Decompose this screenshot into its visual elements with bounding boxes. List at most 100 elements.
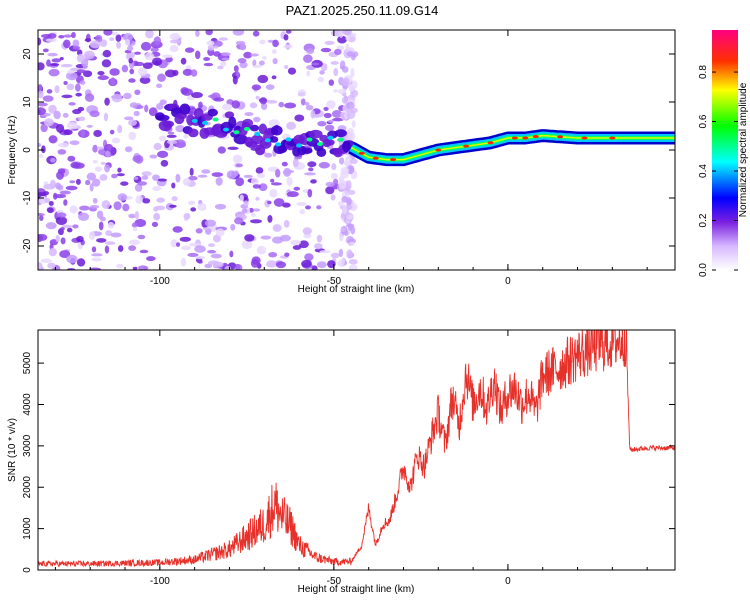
noise-blob <box>325 181 335 187</box>
noise-blob <box>167 131 175 135</box>
noise-blob <box>217 146 226 154</box>
colorbar-tick-label: 0.8 <box>698 65 709 79</box>
noise-blob <box>101 59 112 68</box>
noise-blob <box>103 30 113 36</box>
noise-blob <box>55 216 68 226</box>
noise-blob <box>75 178 81 185</box>
noise-blob <box>269 188 278 198</box>
noise-blob <box>111 137 121 144</box>
noise-blob <box>271 75 277 80</box>
noise-blob <box>239 61 248 69</box>
noise-blob <box>158 135 167 142</box>
ridge-blob <box>233 134 248 145</box>
noise-blob <box>86 172 97 181</box>
noise-blob <box>287 67 297 75</box>
ridge-blob <box>334 129 347 138</box>
noise-blob <box>204 219 217 227</box>
ridge-core <box>296 143 303 148</box>
noise-blob <box>47 33 57 39</box>
y-tick-label: 3000 <box>22 434 33 457</box>
noise-blob <box>91 178 101 187</box>
noise-blob <box>58 142 69 148</box>
noise-blob <box>45 38 57 42</box>
colorbar-ticks: 0.0 0.2 0.4 0.6 0.8 <box>698 65 738 277</box>
noise-blob <box>89 204 100 209</box>
noise-blob <box>60 237 66 245</box>
noise-blob <box>341 257 346 266</box>
noise-blob <box>152 185 162 192</box>
noise-blob <box>232 154 243 164</box>
noise-blob <box>120 181 129 186</box>
noise-blob <box>283 167 292 177</box>
noise-blob <box>244 112 254 117</box>
noise-blob <box>148 107 158 116</box>
noise-blob <box>83 50 95 60</box>
noise-blob <box>331 163 337 171</box>
noise-blob <box>337 88 347 95</box>
noise-blob <box>346 214 353 220</box>
y-tick-label: -10 <box>22 190 33 205</box>
ridge-peak <box>581 136 588 140</box>
noise-blob <box>243 200 249 207</box>
noise-blob <box>182 178 191 186</box>
colorbar-tick-label: 0.4 <box>698 164 709 178</box>
snr-ticks: -100 -50 0 0 1000 2000 3000 4000 5000 <box>22 330 675 587</box>
noise-blob <box>146 256 156 262</box>
ridge-core <box>327 135 334 140</box>
ridge-core <box>285 137 292 142</box>
noise-blob <box>168 204 177 208</box>
noise-blob <box>46 207 54 214</box>
noise-blob <box>91 257 102 262</box>
noise-blob <box>101 200 111 209</box>
noise-blob <box>338 179 347 190</box>
noise-blob <box>41 145 46 154</box>
noise-blob <box>107 221 115 229</box>
noise-blob <box>131 222 138 228</box>
noise-blob <box>94 166 103 172</box>
noise-blob <box>265 99 278 104</box>
noise-blob <box>123 92 132 100</box>
noise-blob <box>187 200 196 206</box>
noise-blob <box>165 56 173 63</box>
noise-blob <box>151 221 159 228</box>
noise-blob <box>187 252 199 258</box>
noise-blob <box>275 168 281 178</box>
noise-blob <box>60 63 73 68</box>
noise-blob <box>235 163 243 168</box>
noise-blob <box>67 155 76 162</box>
noise-blob <box>155 83 163 89</box>
noise-blob <box>132 155 142 163</box>
noise-blob <box>110 77 116 86</box>
noise-blob <box>311 265 318 270</box>
noise-blob <box>319 70 325 75</box>
noise-blob <box>337 201 344 207</box>
noise-blob <box>116 41 122 49</box>
noise-blob <box>38 37 42 46</box>
noise-blob <box>102 49 112 58</box>
noise-blob <box>252 184 262 189</box>
noise-blob <box>57 149 67 155</box>
ridge-peak <box>435 148 442 152</box>
noise-blob <box>139 249 149 254</box>
noise-blob <box>50 157 56 163</box>
colorbar-gradient <box>712 30 738 270</box>
noise-blob <box>128 78 136 83</box>
colorbar-tick-label: 0.2 <box>698 213 709 227</box>
noise-blob <box>339 60 346 69</box>
noise-blob <box>175 141 186 149</box>
noise-blob <box>113 201 122 211</box>
noise-blob <box>266 260 277 268</box>
y-tick-label: 1000 <box>22 517 33 540</box>
spectrogram-ridge <box>154 103 675 167</box>
noise-blob <box>77 106 85 112</box>
noise-blob <box>116 263 124 269</box>
noise-blob <box>262 56 267 60</box>
noise-blob <box>348 85 355 92</box>
y-tick-label: 20 <box>22 48 33 60</box>
noise-blob <box>89 40 101 49</box>
noise-blob <box>44 197 50 203</box>
noise-blob <box>129 102 138 108</box>
ridge-blob <box>302 147 313 154</box>
noise-blob <box>190 69 198 77</box>
noise-blob <box>117 124 123 134</box>
